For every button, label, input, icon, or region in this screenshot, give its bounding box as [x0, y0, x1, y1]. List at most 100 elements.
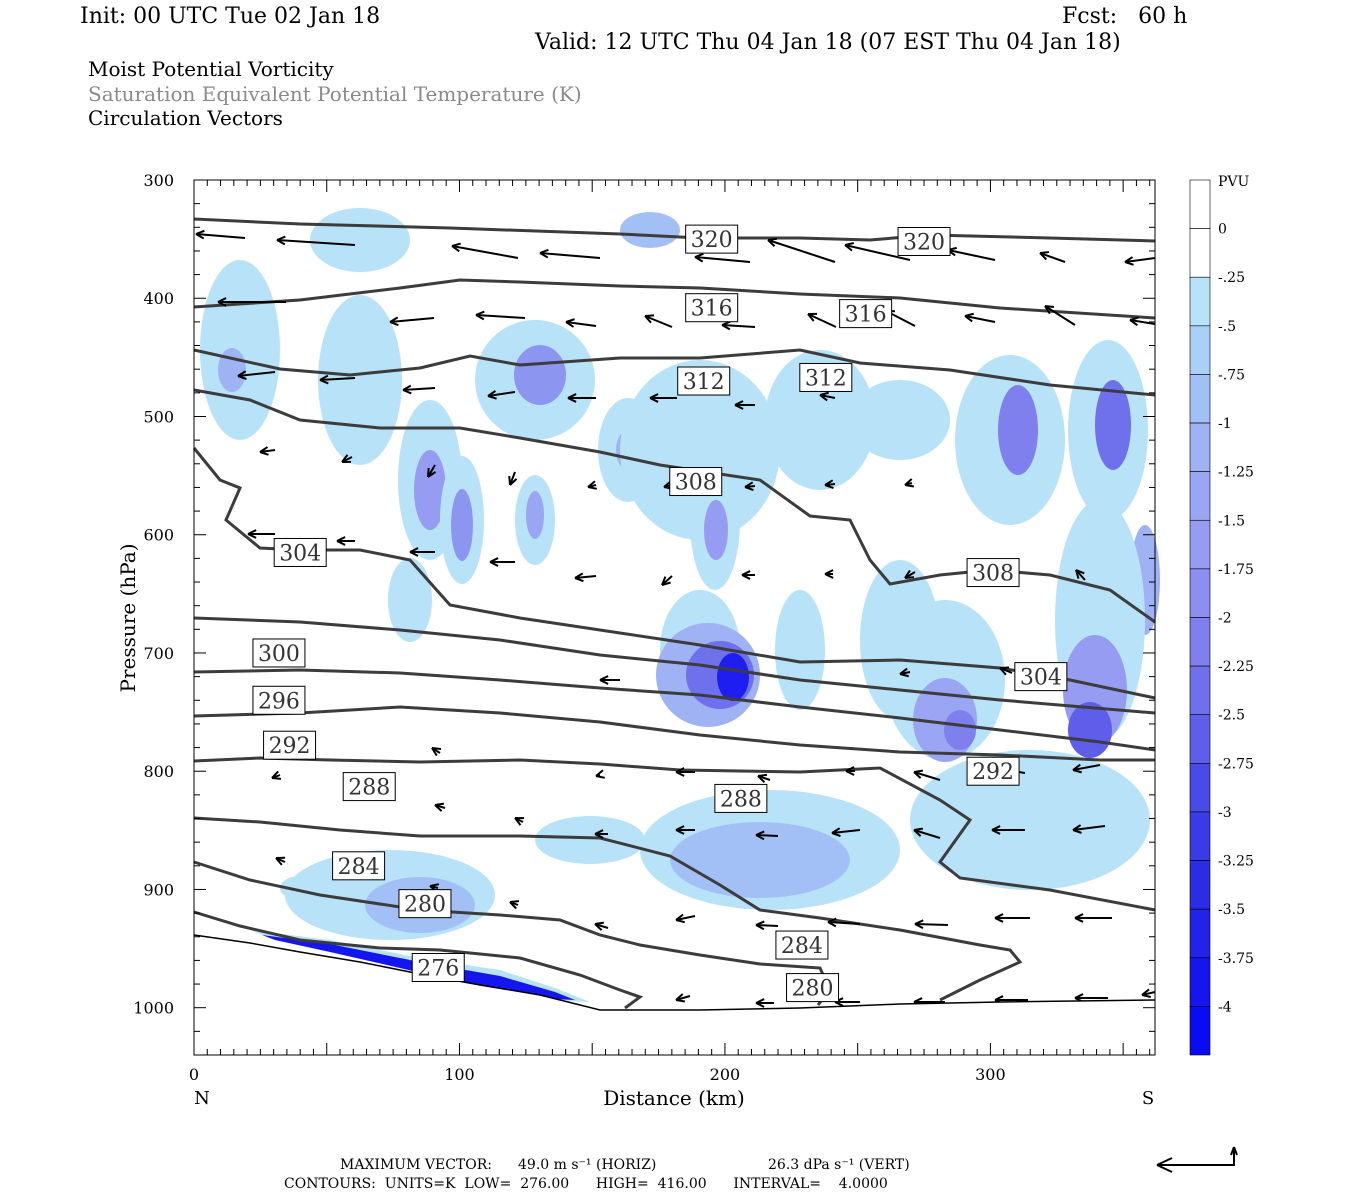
x-tick-label: 300: [975, 1065, 1006, 1084]
vector-arrow: [947, 246, 996, 261]
pv-region: [200, 260, 280, 440]
svg-text:292: 292: [972, 760, 1014, 785]
vector-arrow: [844, 242, 911, 261]
pv-region: [704, 500, 728, 560]
contour-label: 280: [398, 889, 452, 919]
vector-arrow: [431, 747, 442, 757]
colorbar-label: -1.25: [1218, 465, 1254, 481]
terrain-fill: [194, 935, 1155, 1055]
vector-arrow: [999, 666, 1013, 676]
x-tick-label: 0: [189, 1065, 199, 1084]
terrain-mask: [193, 934, 1156, 1055]
colorbar-swatch: [1189, 422, 1211, 472]
vector-arrow: [824, 479, 836, 490]
vector-arrow: [217, 297, 286, 307]
vector-arrow: [1129, 316, 1156, 326]
vector-arrow: [994, 913, 1030, 923]
vector-arrow: [721, 320, 756, 331]
vector-arrow: [539, 248, 601, 259]
y-tick-label: 600: [143, 526, 174, 545]
colorbar-label: -3.25: [1218, 854, 1254, 870]
vector-arrow: [574, 572, 597, 583]
colorbar-swatch: [1189, 1006, 1211, 1056]
vector-arrow: [964, 312, 996, 323]
contour-label: 304: [273, 537, 327, 567]
svg-text:276: 276: [417, 957, 459, 982]
vector-arrow: [899, 667, 911, 678]
vector-arrow: [675, 913, 696, 924]
y-tick-label: 400: [143, 289, 174, 308]
plot-frame: [193, 179, 1156, 1056]
contour-label: 292: [263, 730, 317, 760]
colorbar-label: -.25: [1218, 270, 1245, 286]
colorbar-swatch: [1189, 860, 1211, 910]
colorbar-label: -2.25: [1218, 659, 1254, 675]
reference-vector-icon: [1156, 1146, 1238, 1173]
colorbar-swatch: [1189, 811, 1211, 861]
colorbar-label: -3.75: [1218, 951, 1254, 967]
contour-label: 308: [966, 558, 1020, 588]
vector-arrow: [487, 390, 516, 400]
pv-region: [451, 489, 473, 561]
contour-label: 280: [786, 973, 840, 1003]
axes: 0 100 200 300 300 400 500 600 700 800 900 1000: [133, 171, 1005, 1084]
colorbar-swatch: [1189, 714, 1211, 764]
x-axis-title: Distance (km): [603, 1086, 745, 1110]
colorbar-swatch: [1189, 228, 1211, 278]
vector-arrow: [755, 998, 774, 1008]
vector-arrow: [675, 767, 695, 777]
contour-label: 300: [252, 638, 306, 668]
vector-arrow: [1072, 763, 1101, 774]
vector-arrow: [319, 374, 356, 385]
svg-text:280: 280: [792, 977, 834, 1002]
vector-arrow: [649, 393, 677, 403]
svg-text:312: 312: [805, 366, 847, 391]
vector-arrow: [509, 900, 520, 910]
vector-arrow: [595, 769, 606, 779]
vector-arrow: [991, 825, 1025, 835]
init-time: Init: 00 UTC Tue 02 Jan 18: [80, 4, 381, 29]
svg-text:284: 284: [781, 934, 823, 959]
vector-arrow: [755, 830, 779, 841]
vector-arrow: [904, 478, 915, 488]
vector-arrow: [744, 481, 756, 492]
vector-arrow: [913, 827, 941, 839]
colorbar-label: -.5: [1218, 319, 1236, 335]
vector-arrow: [1044, 305, 1076, 326]
pv-region: [218, 348, 246, 392]
svg-text:308: 308: [972, 562, 1014, 587]
colorbar-swatch: [1189, 568, 1211, 618]
svg-text:288: 288: [720, 787, 762, 812]
north-label: N: [194, 1088, 210, 1109]
pv-region: [514, 345, 566, 405]
vector-arrow: [767, 237, 836, 263]
theta-contours: [192, 217, 1156, 1010]
vector-arrow: [1141, 988, 1156, 998]
contour-label: 312: [677, 366, 731, 396]
vector-arrow: [1072, 824, 1106, 834]
theta-contour-line: [193, 816, 1023, 1002]
vector-arrow: [807, 312, 837, 328]
colorbar-swatch: [1189, 957, 1211, 1007]
y-tick-label: 1000: [133, 999, 174, 1018]
vector-arrow: [514, 817, 525, 826]
contour-label: 292: [966, 756, 1020, 786]
contour-label: 320: [897, 226, 951, 256]
colorbar-swatch: [1189, 763, 1211, 813]
vector-arrow: [694, 252, 751, 263]
y-tick-label: 700: [143, 644, 174, 663]
svg-text:280: 280: [404, 893, 446, 918]
contour-label: 288: [342, 772, 396, 802]
y-tick-label: 500: [143, 407, 174, 426]
colorbar-swatch: [1189, 276, 1211, 327]
colorbar-swatch: [1189, 374, 1211, 424]
vector-arrow: [427, 464, 437, 478]
contour-info: CONTOURS: UNITS=K LOW= 276.00 HIGH= 416.…: [284, 1176, 888, 1192]
colorbar-swatch: [1189, 665, 1211, 716]
svg-text:304: 304: [279, 541, 321, 566]
y-tick-label: 800: [143, 762, 174, 781]
pv-region: [620, 212, 680, 248]
vector-arrow: [587, 480, 598, 490]
vector-arrow: [247, 529, 275, 539]
vector-arrow: [275, 856, 286, 866]
